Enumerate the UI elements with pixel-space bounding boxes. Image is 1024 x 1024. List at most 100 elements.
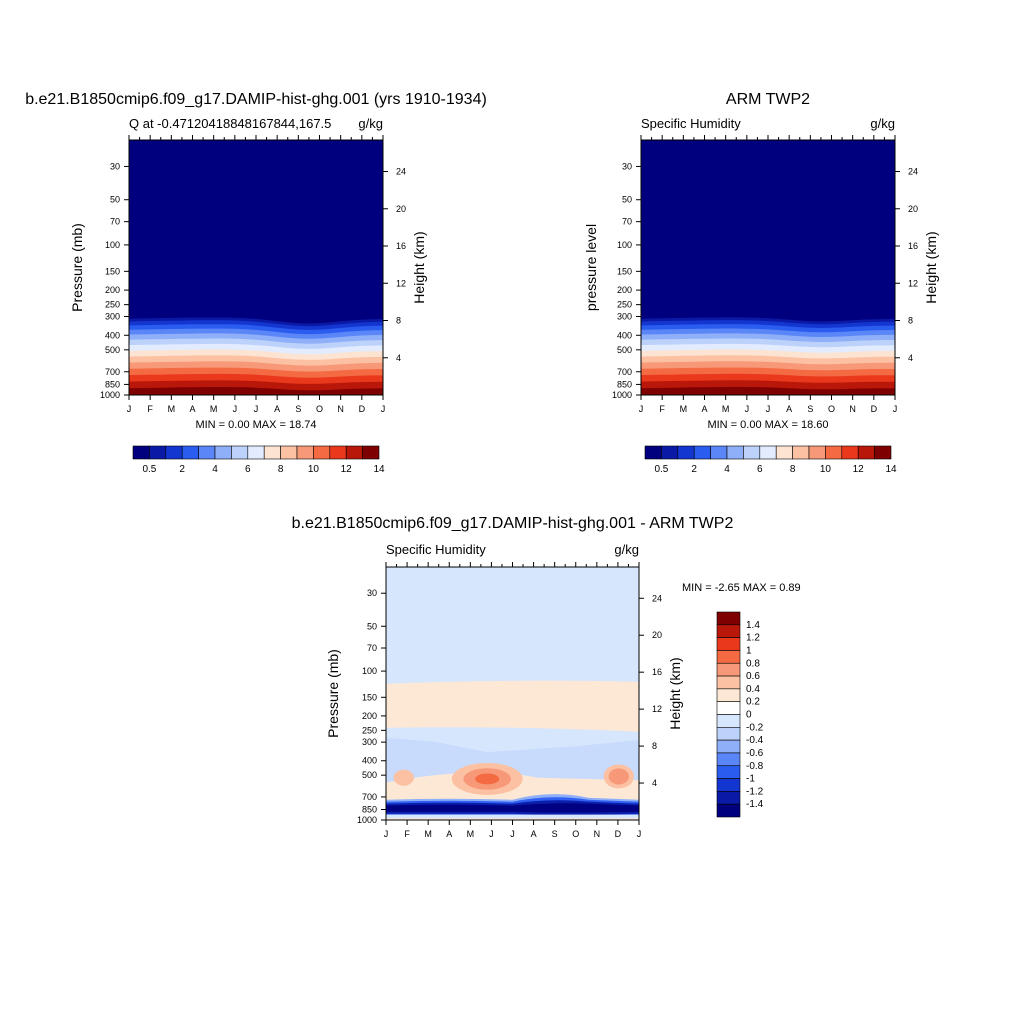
y-tick-label: 400 (105, 330, 120, 340)
colorbar-swatch (716, 714, 741, 728)
colorbar-label: -0.6 (746, 748, 764, 759)
x-tick-label: A (786, 404, 792, 414)
colorbar-swatch (726, 445, 744, 460)
contour-band (641, 386, 895, 395)
colorbar-swatch (716, 688, 741, 702)
left-string: Specific Humidity (386, 542, 486, 557)
colorbar-swatch (280, 445, 298, 460)
colorbar-swatch (247, 445, 265, 460)
y-tick-label: 500 (105, 345, 120, 355)
x-tick-label: J (381, 404, 386, 414)
x-tick-label: N (337, 404, 344, 414)
y-right-tick-label: 4 (908, 353, 913, 363)
x-tick-label: A (531, 829, 537, 839)
x-tick-label: J (766, 404, 771, 414)
colorbar-swatch (775, 445, 793, 460)
y-tick-label: 200 (105, 285, 120, 295)
y-tick-label: 250 (617, 300, 632, 310)
y-tick-label: 300 (105, 312, 120, 322)
y-tick-label: 100 (362, 666, 377, 676)
colorbar-label: 12 (341, 464, 353, 475)
y-tick-label: 300 (362, 737, 377, 747)
colorbar-swatch (677, 445, 695, 460)
colorbar-label: 0.4 (746, 684, 760, 695)
y-right-tick-label: 16 (396, 241, 406, 251)
colorbar-label: 2 (691, 464, 697, 475)
y-right-tick-label: 16 (652, 667, 662, 677)
colorbar-swatch (165, 445, 183, 460)
y-tick-label: 400 (617, 330, 632, 340)
x-tick-label: J (384, 829, 389, 839)
y-tick-label: 150 (617, 266, 632, 276)
colorbar-swatch (345, 445, 363, 460)
colorbar-swatch (716, 727, 741, 741)
colorbar-label: -0.8 (746, 761, 764, 772)
panel-model: b.e21.B1850cmip6.f09_g17.DAMIP-hist-ghg.… (25, 91, 487, 475)
colorbar-swatch (743, 445, 761, 460)
colorbar-label: 0.6 (746, 671, 760, 682)
colorbar-label: 14 (885, 464, 897, 475)
y-tick-label: 250 (362, 725, 377, 735)
x-tick-label: F (147, 404, 153, 414)
colorbar-swatch (263, 445, 281, 460)
min-max-stats: MIN = 0.00 MAX = 18.60 (707, 419, 828, 431)
y-axis-label: Pressure (mb) (325, 649, 341, 738)
colorbar-swatch (231, 445, 249, 460)
y-right-axis-label: Height (km) (923, 231, 939, 303)
y-tick-label: 700 (105, 367, 120, 377)
y-tick-label: 200 (362, 711, 377, 721)
contour-field-model (129, 140, 383, 395)
colorbar-swatch (808, 445, 826, 460)
colorbar-swatch (874, 445, 892, 460)
contour-blob (608, 768, 629, 785)
colorbar-swatch (181, 445, 199, 460)
colorbar-swatch (716, 778, 741, 792)
y-tick-label: 1000 (612, 390, 632, 400)
panel-obs: ARM TWP2 Specific Humidity g/kg J F M A M J J A S O N… (583, 91, 939, 475)
colorbar-swatch (644, 445, 662, 460)
y-right-axis-label: Height (km) (667, 657, 683, 729)
colorbar-swatch (841, 445, 859, 460)
x-tick-label: O (828, 404, 835, 414)
colorbar-label: 14 (373, 464, 385, 475)
colorbar-label: 4 (724, 464, 730, 475)
colorbar-swatch (149, 445, 167, 460)
colorbar-swatch (313, 445, 331, 460)
colorbar-swatch (661, 445, 679, 460)
x-tick-label: O (316, 404, 323, 414)
x-tick-label: O (572, 829, 579, 839)
y-tick-label: 150 (362, 692, 377, 702)
y-tick-label: 500 (362, 770, 377, 780)
colorbar-label: 1 (746, 645, 752, 656)
colorbar-swatch (214, 445, 232, 460)
x-tick-label: S (807, 404, 813, 414)
contour-band (129, 387, 383, 395)
right-string: g/kg (870, 116, 895, 131)
contour-band (386, 814, 639, 820)
y-right-axis-label: Height (km) (411, 231, 427, 303)
colorbar-label: 0.5 (142, 464, 156, 475)
contour-blob (475, 773, 500, 785)
colorbar-swatch (825, 445, 843, 460)
y-right-tick-label: 12 (652, 704, 662, 714)
y-tick-label: 850 (362, 804, 377, 814)
x-tick-label: D (615, 829, 622, 839)
y-right-tick-label: 16 (908, 241, 918, 251)
y-tick-label: 850 (105, 379, 120, 389)
colorbar-swatch (857, 445, 875, 460)
colorbar-swatch (716, 611, 741, 626)
y-right-tick-label: 12 (908, 278, 918, 288)
colorbar-label: 0.8 (746, 658, 760, 669)
colorbar-swatch (198, 445, 216, 460)
y-tick-label: 700 (362, 792, 377, 802)
y-tick-label: 700 (617, 367, 632, 377)
y-right-tick-label: 24 (396, 167, 406, 177)
colorbar-swatch (716, 791, 741, 805)
colorbar-swatch (329, 445, 347, 460)
right-string: g/kg (358, 116, 383, 131)
y-tick-label: 100 (105, 240, 120, 250)
y-tick-label: 70 (622, 217, 632, 227)
colorbar-swatch (716, 701, 741, 715)
y-right-tick-label: 20 (396, 204, 406, 214)
